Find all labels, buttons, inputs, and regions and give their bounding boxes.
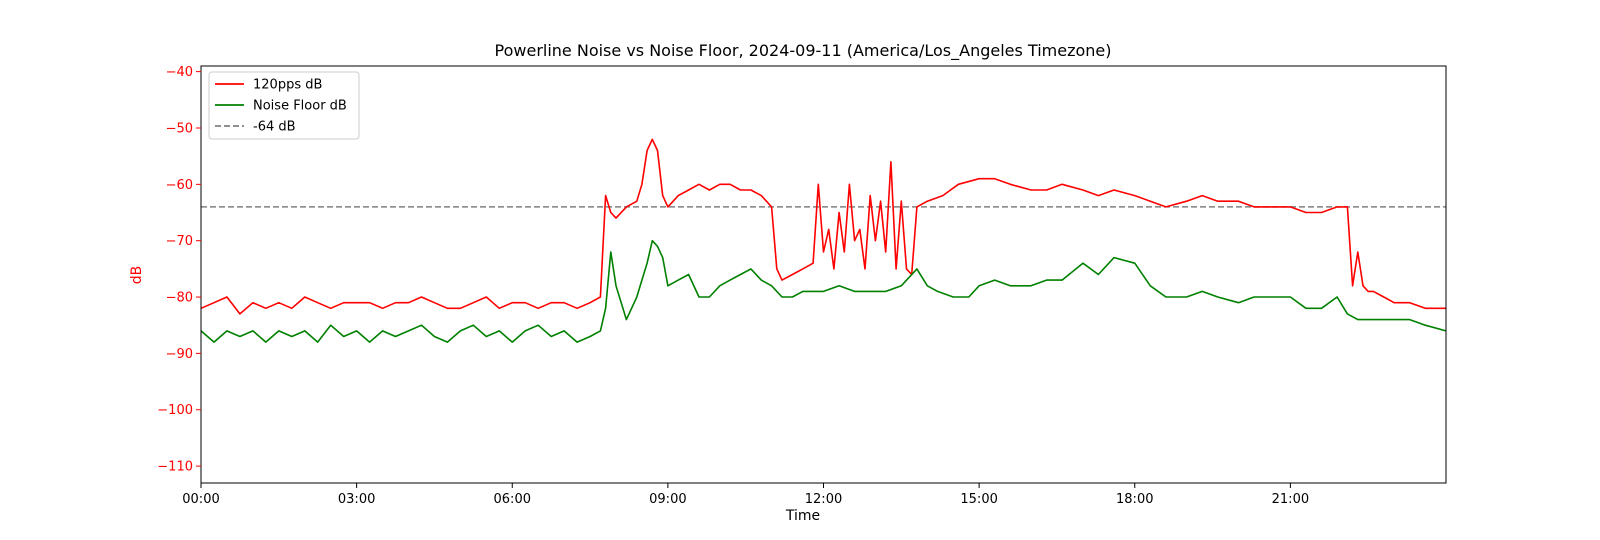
series-line-120pps — [200, 138, 1446, 315]
series-layer — [200, 138, 1447, 343]
legend-label: Noise Floor dB — [253, 99, 347, 114]
x-axis-label: Time — [785, 508, 820, 524]
y-tick-label: −80 — [166, 291, 193, 306]
y-tick-label: −50 — [166, 121, 193, 136]
y-tick-label: −90 — [166, 347, 193, 362]
x-tick-label: 09:00 — [649, 492, 686, 507]
chart-title: Powerline Noise vs Noise Floor, 2024-09-… — [495, 41, 1112, 61]
y-axis-label: dB — [129, 266, 145, 285]
x-tick-label: 15:00 — [960, 492, 997, 507]
y-tick-label: −40 — [166, 65, 193, 80]
x-tick-label: 21:00 — [1272, 492, 1309, 507]
legend-label: -64 dB — [253, 120, 296, 135]
legend-box — [208, 71, 360, 140]
y-axis: −40 −50 −60 −70 −80 −90 −100 −110 — [157, 65, 201, 475]
y-tick-label: −110 — [157, 460, 193, 475]
x-tick-label: 03:00 — [338, 492, 375, 507]
x-axis: 00:00 03:00 06:00 09:00 12:00 15:00 18:00 21:00 — [182, 483, 1309, 507]
plot-background — [201, 66, 1446, 483]
y-tick-label: −100 — [157, 403, 193, 418]
series-line-noise-floor — [200, 239, 1447, 343]
y-tick-label: −70 — [166, 234, 193, 249]
legend: 120pps dB Noise Floor dB -64 dB — [208, 71, 360, 140]
x-tick-label: 18:00 — [1116, 492, 1153, 507]
x-tick-label: 06:00 — [494, 492, 531, 507]
x-tick-label: 12:00 — [805, 492, 842, 507]
legend-label: 120pps dB — [253, 78, 322, 93]
y-tick-label: −60 — [166, 178, 193, 193]
x-tick-label: 00:00 — [182, 492, 219, 507]
plot-area — [200, 65, 1447, 484]
